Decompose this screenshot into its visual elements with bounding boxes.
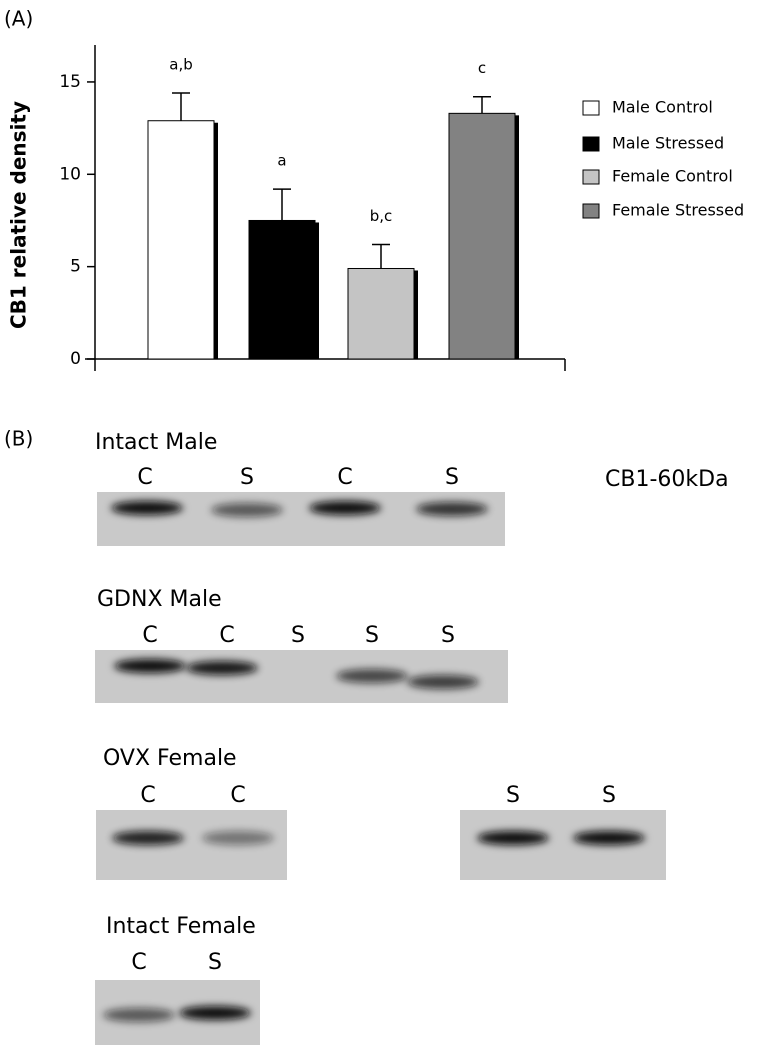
band [103,1008,175,1022]
error-bar [473,95,491,114]
lane-label: S [240,465,254,490]
lane-label: C [337,465,352,490]
blot-title: Intact Female [106,914,256,939]
y-tick-label: 5 [70,257,81,277]
band [179,1006,251,1020]
marker-label: CB1-60kDa [605,467,729,492]
y-tick-label: 15 [59,72,81,92]
bar [448,112,516,360]
y-axis-label: CB1 relative density [7,101,31,329]
y-tick-label: 0 [70,349,81,369]
legend-swatch [582,169,600,185]
legend-swatch [582,136,600,152]
band [186,661,258,675]
error-bar [273,188,291,221]
legend-swatch [582,203,600,219]
annotation: a,b [169,56,192,74]
blot [460,810,666,880]
band [477,831,549,845]
lane-label: C [137,465,152,490]
legend-swatch [582,100,600,116]
bar [347,267,415,360]
annotation: c [478,59,486,77]
band [112,831,184,845]
lane-label: S [291,623,305,648]
band [573,831,645,845]
band [309,501,381,515]
lane-label: S [445,465,459,490]
panel-label: (B) [4,427,33,451]
band [114,659,186,673]
lane-label: S [208,950,222,975]
legend-label: Male Stressed [612,134,724,153]
error-bar [372,243,390,269]
band [202,831,274,845]
lane-label: C [219,623,234,648]
blot-title: GDNX Male [97,587,222,612]
lane-label: S [506,783,520,808]
blot [96,810,287,880]
annotation: b,c [370,207,393,225]
legend-label: Female Stressed [612,201,744,220]
band [336,669,408,683]
band [416,502,488,516]
blot-title: Intact Male [95,430,217,455]
error-bar [172,92,190,121]
legend-label: Female Control [612,167,733,186]
lane-label: C [140,783,155,808]
legend-label: Male Control [612,98,713,117]
lane-label: S [365,623,379,648]
lane-label: S [441,623,455,648]
lane-label: C [230,783,245,808]
lane-label: C [131,950,146,975]
y-tick-label: 10 [59,164,81,184]
blot-title: OVX Female [103,746,237,771]
band [111,501,183,515]
bar [147,120,215,360]
lane-label: S [602,783,616,808]
blot [97,492,505,546]
band [407,675,479,689]
bar [248,219,316,360]
lane-label: C [142,623,157,648]
annotation: a [277,152,286,170]
panel-label: (A) [4,7,33,31]
band [211,503,283,517]
